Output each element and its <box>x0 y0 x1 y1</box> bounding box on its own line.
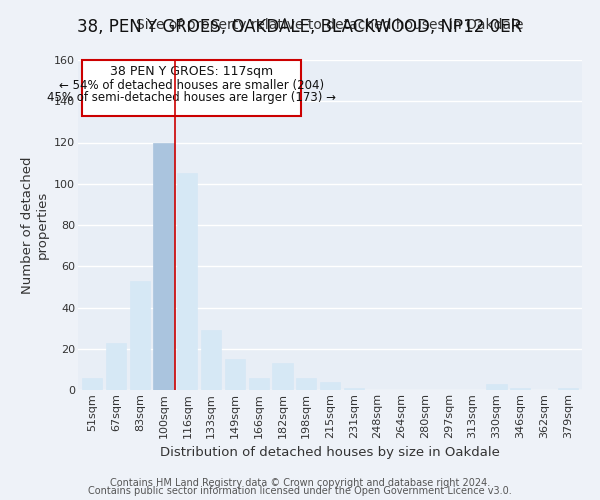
Bar <box>106 342 126 390</box>
Text: 38 PEN Y GROES: 117sqm: 38 PEN Y GROES: 117sqm <box>110 65 273 78</box>
Text: ← 54% of detached houses are smaller (204): ← 54% of detached houses are smaller (20… <box>59 78 324 92</box>
Bar <box>557 388 578 390</box>
Bar <box>248 378 269 390</box>
Bar <box>177 174 197 390</box>
Y-axis label: Number of detached
properties: Number of detached properties <box>20 156 49 294</box>
Bar <box>82 378 103 390</box>
Bar <box>130 280 150 390</box>
Text: Contains public sector information licensed under the Open Government Licence v3: Contains public sector information licen… <box>88 486 512 496</box>
Text: Contains HM Land Registry data © Crown copyright and database right 2024.: Contains HM Land Registry data © Crown c… <box>110 478 490 488</box>
Bar <box>344 388 364 390</box>
Bar <box>296 378 316 390</box>
Bar <box>225 359 245 390</box>
Text: 38, PEN Y GROES, OAKDALE, BLACKWOOD, NP12 0ER: 38, PEN Y GROES, OAKDALE, BLACKWOOD, NP1… <box>77 18 523 36</box>
Bar <box>272 363 293 390</box>
Bar <box>201 330 221 390</box>
Bar <box>320 382 340 390</box>
Bar <box>154 142 173 390</box>
Bar <box>510 388 530 390</box>
FancyBboxPatch shape <box>82 60 301 116</box>
X-axis label: Distribution of detached houses by size in Oakdale: Distribution of detached houses by size … <box>160 446 500 459</box>
Bar <box>487 384 506 390</box>
Text: 45% of semi-detached houses are larger (173) →: 45% of semi-detached houses are larger (… <box>47 91 336 104</box>
Title: Size of property relative to detached houses in Oakdale: Size of property relative to detached ho… <box>136 18 524 32</box>
